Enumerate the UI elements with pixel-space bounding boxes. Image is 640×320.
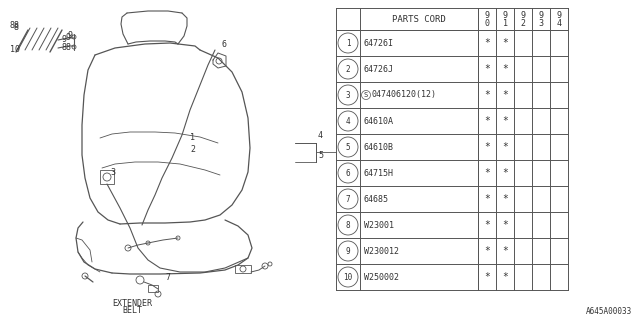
- Text: *: *: [484, 168, 490, 178]
- Text: *: *: [502, 246, 508, 256]
- Text: S: S: [364, 92, 368, 98]
- Text: 5: 5: [318, 151, 323, 160]
- Text: *: *: [502, 194, 508, 204]
- Text: 9: 9: [502, 11, 508, 20]
- Bar: [148, 285, 158, 292]
- Text: 64610B: 64610B: [364, 142, 394, 151]
- Text: 2: 2: [520, 19, 525, 28]
- Text: 7: 7: [346, 195, 350, 204]
- Text: 4: 4: [346, 116, 350, 125]
- Text: 2: 2: [346, 65, 350, 74]
- Text: W230012: W230012: [364, 246, 399, 255]
- Text: 9: 9: [67, 31, 72, 40]
- Text: BELT: BELT: [122, 306, 142, 315]
- Text: 1: 1: [190, 133, 195, 142]
- Text: *: *: [502, 168, 508, 178]
- Text: 7: 7: [165, 273, 170, 282]
- Text: *: *: [484, 246, 490, 256]
- Text: *: *: [502, 64, 508, 74]
- Text: 8: 8: [10, 21, 15, 30]
- Bar: [235, 265, 251, 273]
- Text: 3: 3: [346, 91, 350, 100]
- Text: PARTS CORD: PARTS CORD: [392, 14, 446, 23]
- Text: *: *: [502, 116, 508, 126]
- Text: 9: 9: [65, 33, 70, 42]
- Text: 6: 6: [222, 40, 227, 49]
- Text: *: *: [502, 90, 508, 100]
- Text: *: *: [484, 90, 490, 100]
- Text: 9: 9: [62, 35, 67, 44]
- Text: 64715H: 64715H: [364, 169, 394, 178]
- Text: 10: 10: [344, 273, 353, 282]
- Text: W250002: W250002: [364, 273, 399, 282]
- Text: 9: 9: [520, 11, 525, 20]
- Text: 8: 8: [346, 220, 350, 229]
- Text: *: *: [502, 38, 508, 48]
- Text: 64610A: 64610A: [364, 116, 394, 125]
- Text: *: *: [502, 272, 508, 282]
- Text: 2: 2: [190, 145, 195, 154]
- Text: 8: 8: [62, 43, 67, 52]
- Text: *: *: [484, 38, 490, 48]
- Text: 64726J: 64726J: [364, 65, 394, 74]
- Text: *: *: [484, 116, 490, 126]
- Text: 9: 9: [538, 11, 543, 20]
- Text: 64726I: 64726I: [364, 38, 394, 47]
- Text: 047406120(12): 047406120(12): [372, 91, 437, 100]
- Text: *: *: [484, 194, 490, 204]
- Text: *: *: [484, 64, 490, 74]
- Text: 9: 9: [346, 246, 350, 255]
- Text: 8: 8: [13, 21, 18, 30]
- Text: 9: 9: [557, 11, 561, 20]
- Text: 3: 3: [110, 168, 115, 177]
- Text: 1: 1: [502, 19, 508, 28]
- Text: 8: 8: [65, 43, 70, 52]
- Text: W23001: W23001: [364, 220, 394, 229]
- Text: EXTENDER: EXTENDER: [112, 299, 152, 308]
- Text: 4: 4: [557, 19, 561, 28]
- Text: 3: 3: [538, 19, 543, 28]
- Text: 4: 4: [318, 131, 323, 140]
- Text: 6: 6: [346, 169, 350, 178]
- Text: 5: 5: [346, 142, 350, 151]
- Text: *: *: [484, 220, 490, 230]
- Bar: [100, 170, 114, 184]
- Text: 0: 0: [484, 19, 490, 28]
- Text: 1: 1: [346, 38, 350, 47]
- Text: 8: 8: [13, 23, 18, 32]
- Text: *: *: [502, 142, 508, 152]
- Text: *: *: [502, 220, 508, 230]
- Text: A645A00033: A645A00033: [586, 307, 632, 316]
- Text: 10: 10: [10, 45, 20, 54]
- Text: *: *: [484, 272, 490, 282]
- Text: 64685: 64685: [364, 195, 389, 204]
- Text: 9: 9: [484, 11, 490, 20]
- Text: *: *: [484, 142, 490, 152]
